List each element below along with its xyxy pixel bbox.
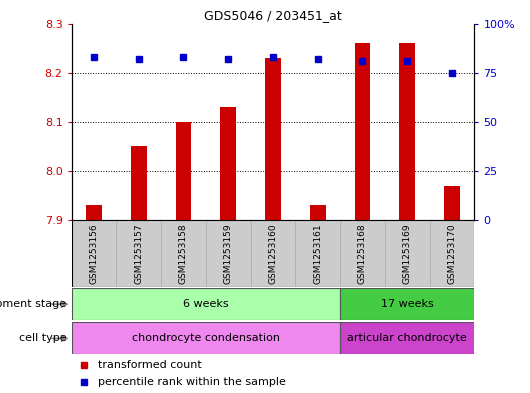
Text: cell type: cell type	[19, 333, 66, 343]
FancyBboxPatch shape	[340, 288, 474, 320]
FancyBboxPatch shape	[430, 220, 474, 287]
Text: transformed count: transformed count	[98, 360, 201, 370]
Text: GSM1253159: GSM1253159	[224, 223, 233, 284]
FancyBboxPatch shape	[72, 322, 340, 354]
Text: GSM1253168: GSM1253168	[358, 223, 367, 284]
Bar	[220, 107, 236, 220]
Bar	[444, 186, 460, 220]
Text: development stage: development stage	[0, 299, 66, 309]
FancyBboxPatch shape	[251, 220, 295, 287]
Text: GSM1253169: GSM1253169	[403, 223, 412, 284]
FancyBboxPatch shape	[295, 220, 340, 287]
Title: GDS5046 / 203451_at: GDS5046 / 203451_at	[204, 9, 342, 22]
Bar	[310, 206, 325, 220]
FancyBboxPatch shape	[340, 322, 474, 354]
Bar	[355, 43, 370, 220]
Text: percentile rank within the sample: percentile rank within the sample	[98, 377, 286, 387]
Bar	[265, 58, 281, 220]
Text: 17 weeks: 17 weeks	[381, 299, 434, 309]
FancyBboxPatch shape	[116, 220, 161, 287]
FancyBboxPatch shape	[385, 220, 430, 287]
Text: chondrocyte condensation: chondrocyte condensation	[132, 333, 280, 343]
FancyBboxPatch shape	[72, 288, 340, 320]
Text: GSM1253161: GSM1253161	[313, 223, 322, 284]
Bar	[86, 206, 102, 220]
Bar	[400, 43, 415, 220]
FancyBboxPatch shape	[340, 220, 385, 287]
Text: GSM1253170: GSM1253170	[447, 223, 456, 284]
FancyBboxPatch shape	[206, 220, 251, 287]
Text: 6 weeks: 6 weeks	[183, 299, 228, 309]
Bar	[175, 122, 191, 220]
Text: GSM1253158: GSM1253158	[179, 223, 188, 284]
Bar	[131, 146, 146, 220]
Text: GSM1253156: GSM1253156	[90, 223, 99, 284]
Text: GSM1253157: GSM1253157	[134, 223, 143, 284]
FancyBboxPatch shape	[161, 220, 206, 287]
Text: articular chondrocyte: articular chondrocyte	[347, 333, 467, 343]
FancyBboxPatch shape	[72, 220, 116, 287]
Text: GSM1253160: GSM1253160	[269, 223, 277, 284]
